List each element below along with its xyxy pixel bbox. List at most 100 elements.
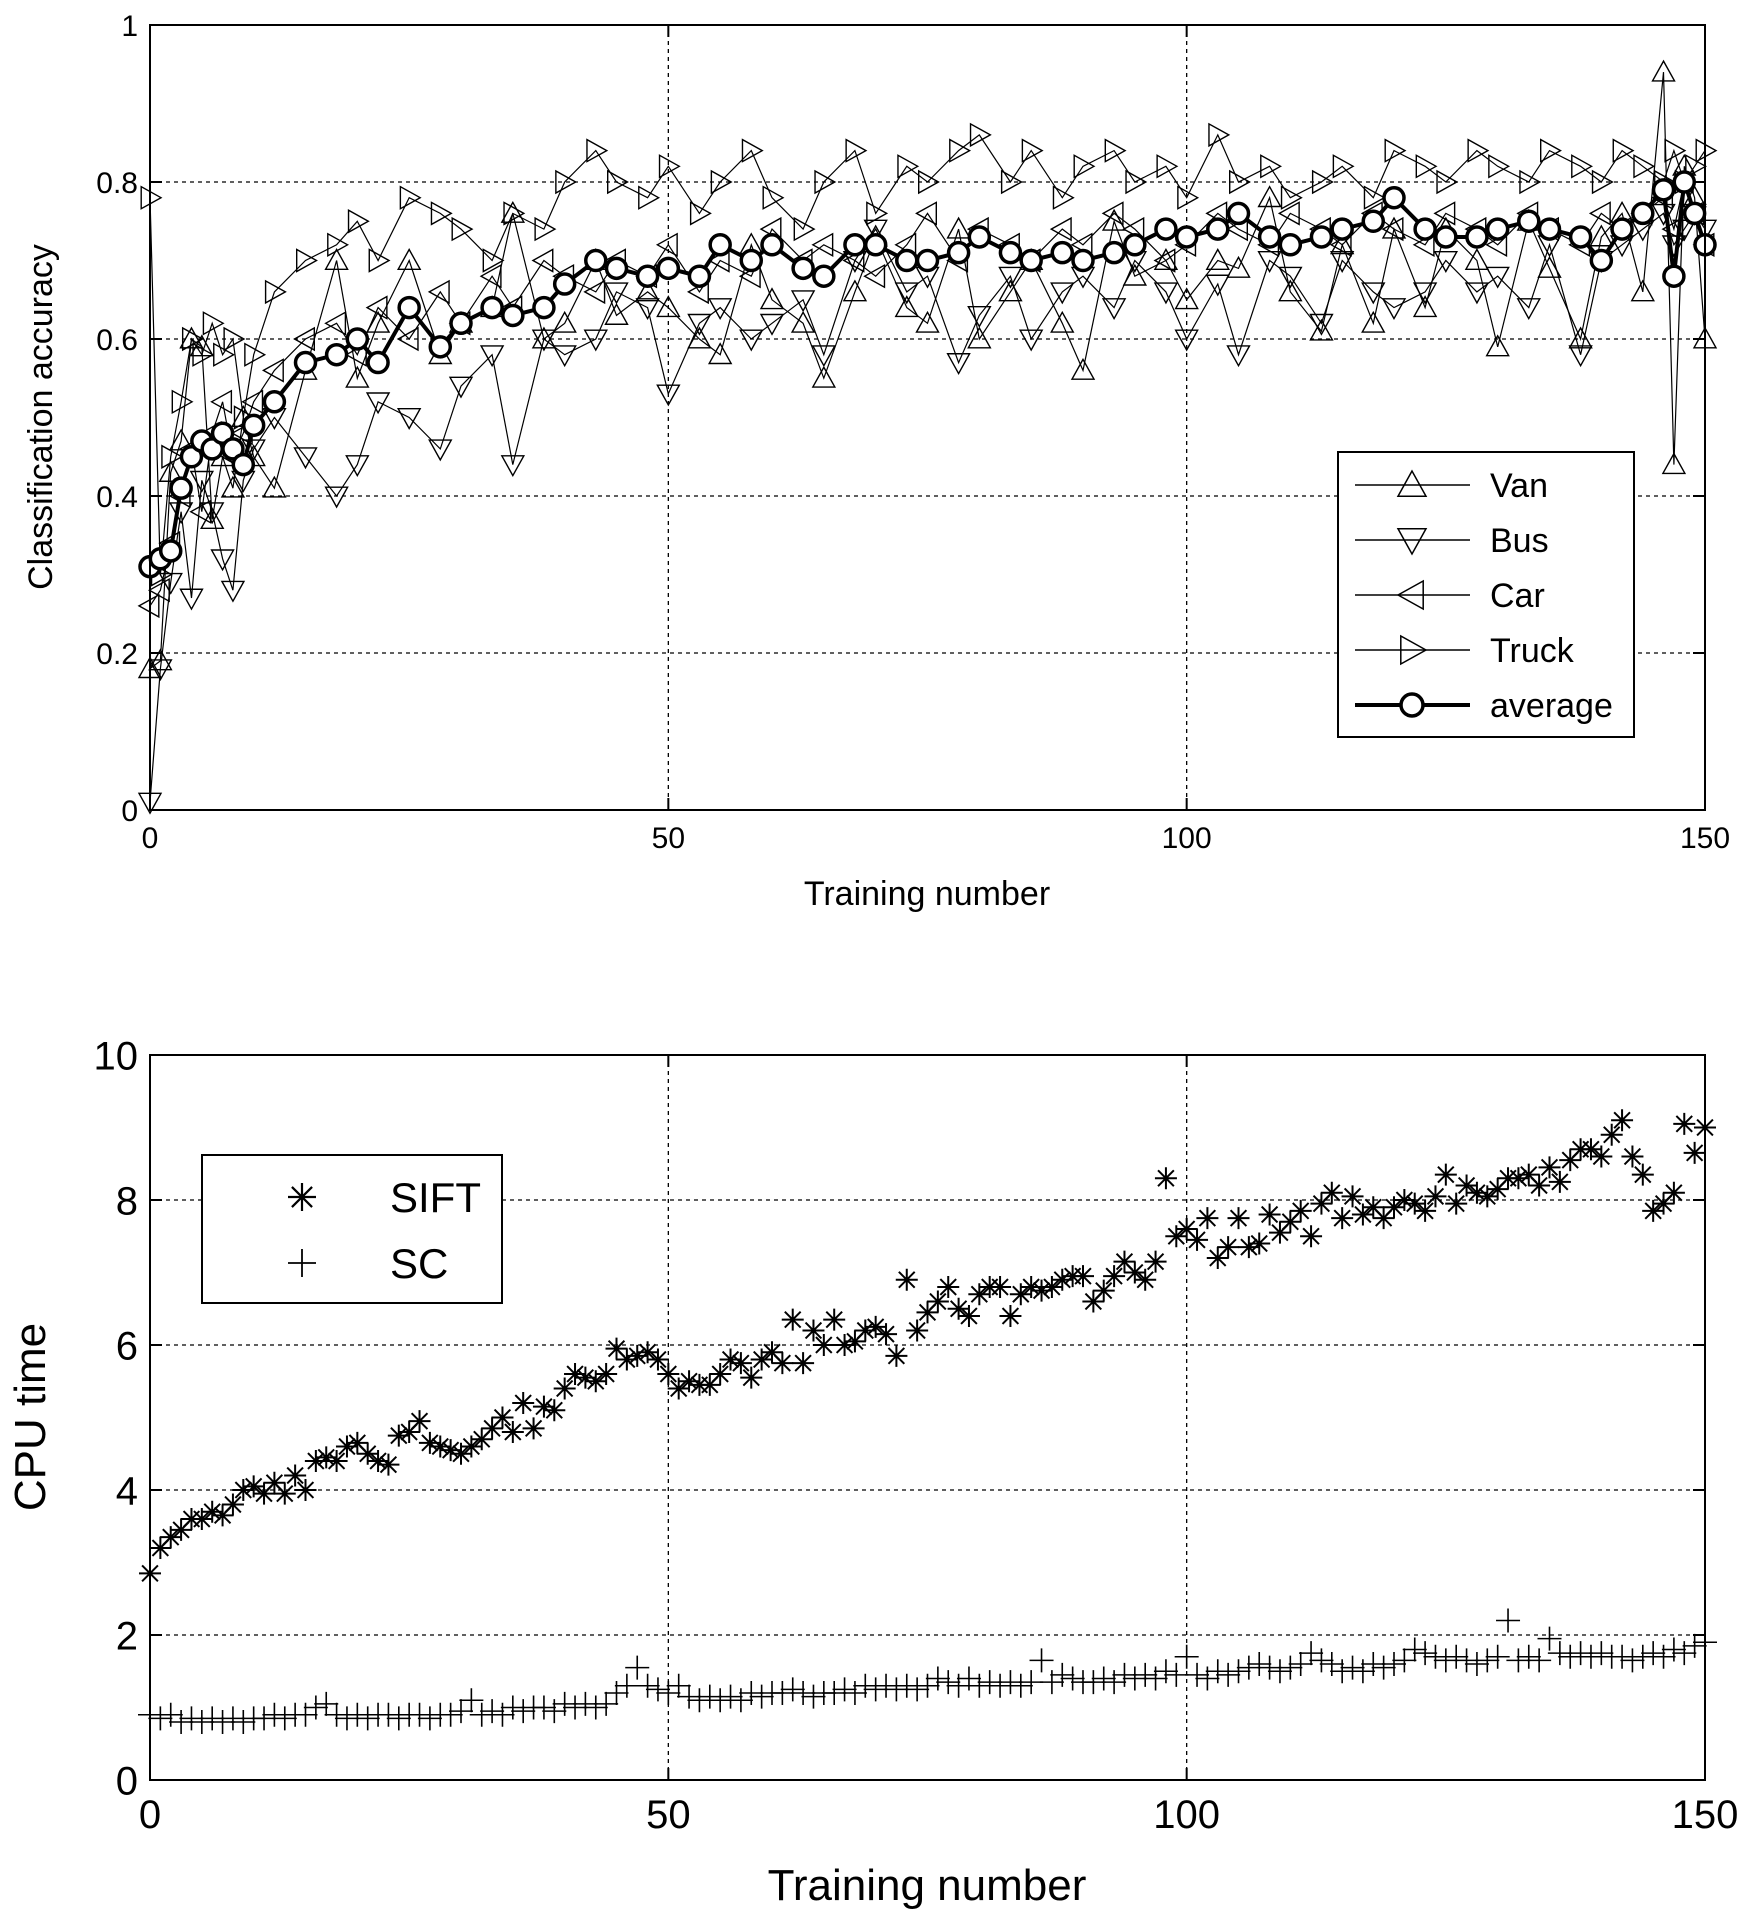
point-sc (708, 1688, 733, 1713)
point-sift (999, 1305, 1022, 1327)
point-truck (793, 216, 816, 242)
point-sc (1278, 1655, 1303, 1680)
point-sift (989, 1276, 1012, 1298)
point-sc (936, 1670, 961, 1695)
cpu-time-chart-y-tick-label: 4 (116, 1469, 138, 1513)
point-bus (946, 353, 971, 375)
point-average (915, 248, 940, 273)
point-truck (192, 342, 215, 367)
point-sc (998, 1670, 1023, 1695)
point-sift (1092, 1279, 1115, 1302)
point-bus (189, 470, 215, 493)
point-bus (179, 588, 204, 611)
point-van (179, 326, 204, 349)
cpu-time-chart-x-tick-label: 0 (139, 1793, 161, 1837)
point-average (158, 539, 183, 563)
point-bus (1309, 313, 1334, 336)
legend-label-van: Van (1490, 467, 1548, 505)
point-average (179, 445, 204, 469)
cpu-time-chart-legend-box (201, 1154, 503, 1304)
point-sift (532, 1395, 555, 1418)
point-average (532, 295, 556, 320)
accuracy-chart-x-tick-label: 150 (1680, 822, 1730, 855)
point-truck (1000, 169, 1023, 195)
point-bus (293, 447, 318, 470)
point-van (1174, 287, 1199, 310)
point-average (1610, 217, 1634, 241)
point-sift (1611, 1109, 1634, 1132)
point-sift (1103, 1265, 1126, 1288)
point-truck (534, 216, 557, 242)
point-bus (1516, 298, 1541, 321)
point-sift (367, 1450, 390, 1472)
point-sc (314, 1691, 339, 1716)
point-car (583, 279, 606, 305)
point-sift (812, 1334, 835, 1356)
point-sift (802, 1319, 825, 1342)
point-van (262, 475, 287, 498)
point-truck (451, 216, 474, 242)
point-sift (1300, 1225, 1323, 1248)
point-van (345, 365, 370, 388)
point-sift (1579, 1138, 1602, 1161)
point-bus (998, 266, 1023, 289)
point-sift (823, 1308, 846, 1331)
point-sc (1568, 1641, 1593, 1666)
point-sc (1340, 1655, 1365, 1680)
accuracy-chart-x-axis-label: Training number (804, 875, 1050, 913)
point-sift (253, 1482, 276, 1505)
point-bus (200, 502, 225, 525)
point-sift (1186, 1228, 1209, 1251)
cpu-time-chart-series-markers (138, 1109, 1717, 1734)
point-van (500, 200, 526, 223)
point-van (790, 310, 816, 333)
point-sift (460, 1435, 483, 1458)
point-sc (459, 1688, 484, 1713)
legend-marker-bus (1396, 528, 1428, 556)
point-average (262, 390, 287, 414)
point-truck (710, 169, 733, 195)
point-sc (1475, 1648, 1500, 1673)
accuracy-chart-series-markers (137, 59, 1718, 815)
legend-marker-average (1399, 692, 1425, 718)
point-sift (284, 1464, 307, 1487)
point-sift (201, 1500, 224, 1523)
point-sift (221, 1493, 244, 1516)
point-sift (833, 1334, 856, 1356)
point-van (946, 216, 971, 239)
point-sc (1216, 1662, 1241, 1687)
point-truck (814, 169, 837, 195)
point-bus (1464, 282, 1490, 305)
point-truck (1363, 185, 1386, 210)
point-sc (583, 1695, 608, 1720)
point-sc (200, 1706, 225, 1731)
point-sc (1330, 1659, 1355, 1684)
point-bus (531, 329, 557, 352)
point-truck (586, 138, 609, 163)
point-sc (531, 1695, 556, 1720)
point-bus (656, 384, 681, 407)
point-sc (1226, 1659, 1251, 1684)
point-average (843, 233, 867, 257)
point-sift (1528, 1174, 1551, 1197)
point-car (1588, 201, 1611, 226)
point-sc (1392, 1648, 1417, 1673)
point-sift (1507, 1167, 1530, 1190)
point-average (791, 256, 815, 281)
point-sift (335, 1435, 358, 1458)
point-sift (149, 1537, 172, 1559)
point-sift (315, 1446, 338, 1469)
point-van (635, 279, 660, 302)
point-bus (1278, 266, 1303, 289)
point-sift (522, 1417, 545, 1440)
point-truck (658, 154, 681, 179)
point-bus (1226, 345, 1251, 368)
point-van (1257, 185, 1282, 208)
point-car (427, 279, 450, 305)
point-car (210, 389, 233, 414)
point-sc (1164, 1662, 1189, 1687)
point-sc (1257, 1655, 1282, 1680)
point-average (169, 476, 193, 500)
point-truck (1591, 169, 1614, 195)
point-van (158, 460, 183, 482)
